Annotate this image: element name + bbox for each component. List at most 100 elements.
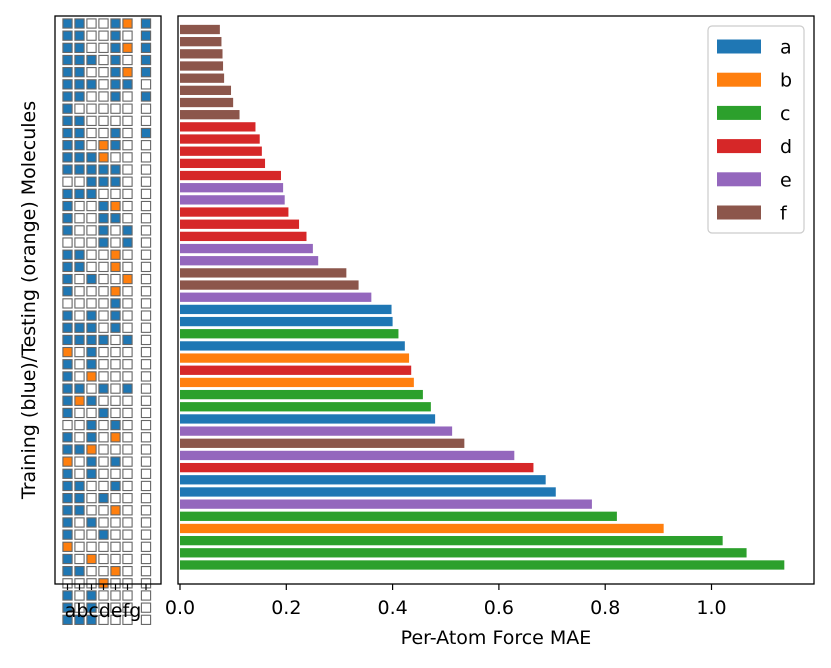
heatmap-cell [62, 419, 73, 431]
heatmap-cell [110, 54, 121, 66]
bar-x-tick-label: 0.6 [484, 597, 514, 619]
bar-d [180, 231, 307, 242]
heatmap-cells [62, 18, 152, 625]
heatmap-cell [98, 200, 109, 212]
heatmap-cell [110, 18, 121, 29]
heatmap-cell [98, 492, 109, 504]
heatmap-cell [74, 127, 85, 139]
legend-label-d: d [780, 136, 792, 158]
heatmap-cell [140, 395, 152, 406]
heatmap-cell [122, 127, 133, 139]
heatmap-cell [62, 213, 73, 224]
heatmap-cell [74, 103, 85, 114]
heatmap-cell [62, 261, 73, 273]
heatmap-cell [122, 541, 133, 552]
heatmap-cell [98, 371, 109, 382]
heatmap-cell [122, 553, 133, 565]
heatmap-cell [62, 91, 73, 102]
heatmap-cell [62, 432, 73, 443]
heatmap-cell [86, 42, 97, 53]
heatmap-cell [122, 407, 133, 419]
heatmap-cell [86, 468, 97, 479]
legend: abcdef [707, 25, 805, 234]
heatmap-cell [98, 444, 109, 455]
heatmap-cell [86, 18, 97, 29]
heatmap-cell [140, 273, 152, 285]
bar-x-tick-label: 0.8 [590, 597, 620, 619]
heatmap-cell [98, 54, 109, 66]
heatmap-cell [140, 505, 152, 516]
heatmap-cell [98, 140, 109, 151]
heatmap-cell [62, 456, 73, 467]
heatmap-cell [62, 492, 73, 504]
heatmap-cell [62, 334, 73, 346]
heatmap-cell [122, 565, 133, 577]
heatmap-cell [62, 79, 73, 90]
heatmap-cell [74, 492, 85, 504]
heatmap-cell [62, 480, 73, 492]
bar-b [180, 523, 664, 534]
bar-d [180, 146, 262, 156]
heatmap-cell [110, 480, 121, 492]
heatmap-cell [110, 140, 121, 151]
heatmap-cell [62, 225, 73, 236]
heatmap-cell [86, 541, 97, 552]
heatmap-cell [98, 468, 109, 479]
heatmap-cell [98, 188, 109, 200]
heatmap-cell [62, 237, 73, 248]
bar-xlabel: Per-Atom Force MAE [401, 627, 592, 649]
heatmap-cell [122, 383, 133, 394]
heatmap-cell [122, 602, 133, 613]
heatmap-cell [74, 115, 85, 127]
heatmap-cell [140, 359, 152, 370]
heatmap-cell [98, 298, 109, 309]
heatmap-cell [86, 225, 97, 236]
heatmap-cell [122, 261, 133, 273]
heatmap-cell [62, 517, 73, 528]
heatmap-cell [122, 103, 133, 114]
heatmap-cell [140, 213, 152, 224]
bar-f [180, 61, 224, 71]
heatmap-cell [98, 249, 109, 260]
heatmap-cell [122, 286, 133, 297]
heatmap-cell [74, 505, 85, 516]
heatmap-cell [86, 590, 97, 601]
heatmap-cell [98, 273, 109, 285]
legend-swatch-c [717, 105, 761, 120]
heatmap-cell [62, 541, 73, 552]
heatmap-cell [110, 164, 121, 175]
heatmap-cell [98, 164, 109, 175]
bar-x-tick-label: 1.0 [696, 597, 726, 619]
heatmap-cell [86, 140, 97, 151]
heatmap-cell [110, 67, 121, 78]
heatmap-xticks [66, 584, 147, 590]
heatmap-cell [62, 54, 73, 66]
legend-swatch-b [717, 72, 761, 87]
heatmap-cell [110, 395, 121, 406]
heatmap-cell [74, 346, 85, 358]
heatmap-cell [122, 79, 133, 90]
bar-f [180, 24, 220, 35]
bar-f [180, 110, 240, 120]
heatmap-cell [62, 152, 73, 163]
heatmap-cell [74, 322, 85, 333]
heatmap-cell [98, 67, 109, 78]
heatmap-cell [110, 322, 121, 333]
heatmap-cell [140, 541, 152, 552]
heatmap-cell [62, 30, 73, 41]
heatmap-cell [86, 334, 97, 346]
heatmap-cell [122, 590, 133, 601]
heatmap-cell [98, 541, 109, 552]
heatmap-cell [122, 237, 133, 248]
heatmap-cell [140, 346, 152, 358]
heatmap-cell [74, 444, 85, 455]
heatmap-cell [140, 419, 152, 431]
heatmap-cell [110, 407, 121, 419]
heatmap-cell [110, 115, 121, 127]
heatmap-cell [122, 67, 133, 78]
heatmap-cell [98, 505, 109, 516]
heatmap-cell [122, 164, 133, 175]
heatmap-cell [110, 383, 121, 394]
bar-d [180, 207, 289, 217]
heatmap-cell [98, 103, 109, 114]
